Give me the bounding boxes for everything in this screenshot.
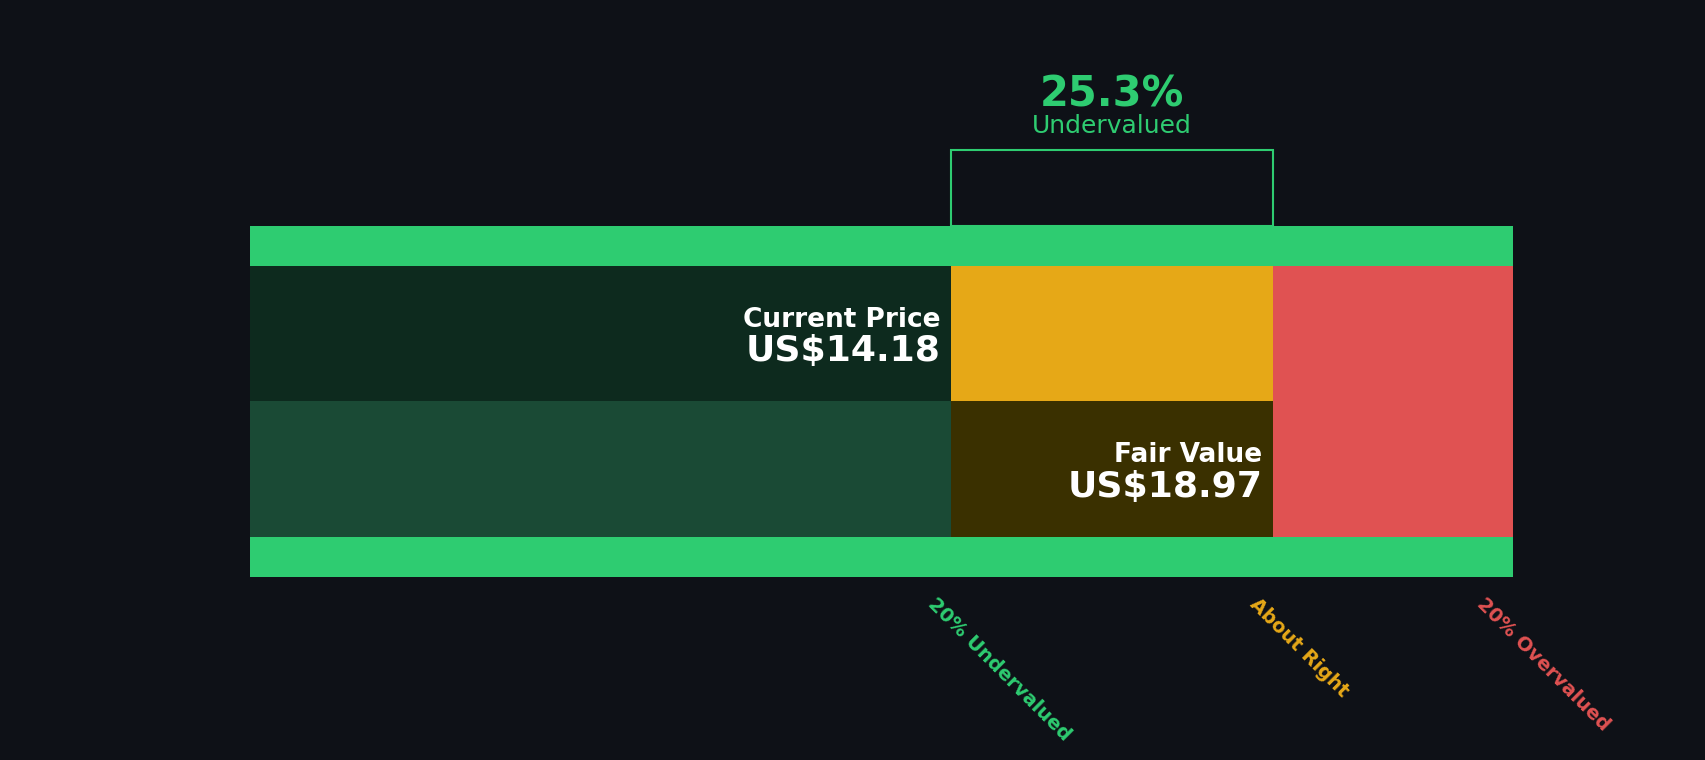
Text: 20% Overvalued: 20% Overvalued — [1471, 594, 1613, 735]
Bar — [950, 150, 1272, 226]
Text: US$14.18: US$14.18 — [745, 334, 939, 369]
Text: 25.3%: 25.3% — [1040, 73, 1183, 115]
Bar — [950, 266, 1272, 401]
Bar — [1272, 401, 1512, 537]
Bar — [950, 401, 1272, 537]
Bar — [251, 266, 950, 401]
Bar — [251, 226, 1512, 266]
Text: Undervalued: Undervalued — [1032, 114, 1192, 138]
Text: 20% Undervalued: 20% Undervalued — [924, 594, 1074, 745]
Bar — [251, 266, 950, 401]
Text: Current Price: Current Price — [743, 307, 939, 333]
Text: Fair Value: Fair Value — [1113, 442, 1262, 468]
Bar — [950, 401, 1272, 537]
Text: US$18.97: US$18.97 — [1067, 470, 1262, 504]
Text: About Right: About Right — [1246, 594, 1352, 701]
Bar — [1272, 266, 1512, 401]
Bar — [251, 401, 950, 537]
Bar — [251, 537, 1512, 577]
